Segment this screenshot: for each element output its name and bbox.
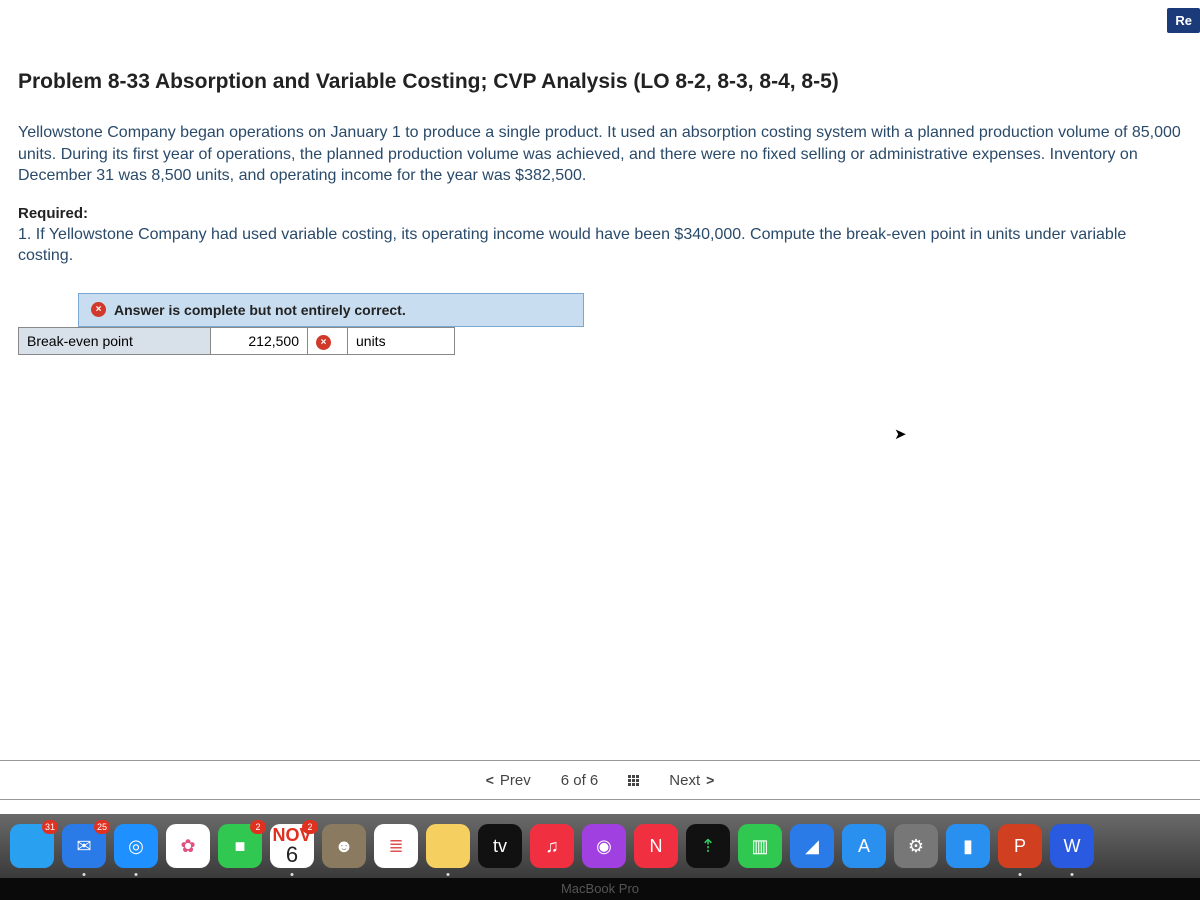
problem-content: Problem 8-33 Absorption and Variable Cos… [0, 0, 1200, 355]
x-circle-icon: × [91, 302, 106, 317]
answer-mark-cell: × [308, 327, 348, 354]
laptop-bezel-label: MacBook Pro [0, 878, 1200, 900]
required-label: Required: [18, 205, 1182, 222]
macos-dock: 31✉25◎✿■2NOV62☻≣ tv♫◉N⇡▥◢A⚙▮PW [0, 814, 1200, 878]
grid-icon[interactable] [628, 775, 639, 786]
dock-app-keynote[interactable]: ◢ [790, 824, 834, 868]
chevron-left-icon: < [486, 772, 494, 788]
dock-app-word[interactable]: W [1050, 824, 1094, 868]
dock-app-contacts[interactable]: ☻ [322, 824, 366, 868]
cursor-icon: ➤ [894, 425, 907, 443]
answer-units-cell: units [348, 327, 455, 354]
problem-body: Yellowstone Company began operations on … [18, 122, 1182, 187]
problem-heading: Problem 8-33 Absorption and Variable Cos… [18, 70, 1182, 94]
dock-app-appstore[interactable]: A [842, 824, 886, 868]
prev-button[interactable]: < Prev [486, 772, 531, 789]
dock-app-reminders[interactable]: ≣ [374, 824, 418, 868]
dock-app-camera[interactable]: ▮ [946, 824, 990, 868]
dock-app-notes[interactable] [426, 824, 470, 868]
dock-app-tv[interactable]: tv [478, 824, 522, 868]
dock-app-settings[interactable]: ⚙ [894, 824, 938, 868]
dock-app-finder[interactable]: 31 [10, 824, 54, 868]
next-label: Next [669, 772, 700, 789]
dock-app-safari[interactable]: ◎ [114, 824, 158, 868]
dock-app-mail[interactable]: ✉25 [62, 824, 106, 868]
feedback-banner: × Answer is complete but not entirely co… [78, 293, 584, 327]
answer-table: Break-even point 212,500 × units [18, 327, 455, 355]
dock-app-news[interactable]: N [634, 824, 678, 868]
answer-label-cell: Break-even point [19, 327, 211, 354]
next-button[interactable]: Next > [669, 772, 714, 789]
dock-app-calendar[interactable]: NOV62 [270, 824, 314, 868]
feedback-text: Answer is complete but not entirely corr… [114, 302, 406, 318]
answer-value-cell[interactable]: 212,500 [211, 327, 308, 354]
chevron-right-icon: > [706, 772, 714, 788]
dock-app-powerpoint[interactable]: P [998, 824, 1042, 868]
dock-app-stocks[interactable]: ⇡ [686, 824, 730, 868]
x-mark-icon: × [316, 335, 331, 350]
dock-app-photos[interactable]: ✿ [166, 824, 210, 868]
page-position: 6 of 6 [561, 772, 599, 789]
dock-app-numbers[interactable]: ▥ [738, 824, 782, 868]
required-text: 1. If Yellowstone Company had used varia… [18, 224, 1182, 267]
top-right-badge: Re [1167, 8, 1200, 33]
pagination-bar: < Prev 6 of 6 Next > [0, 760, 1200, 800]
dock-app-podcasts[interactable]: ◉ [582, 824, 626, 868]
prev-label: Prev [500, 772, 531, 789]
dock-app-facetime[interactable]: ■2 [218, 824, 262, 868]
dock-app-music[interactable]: ♫ [530, 824, 574, 868]
